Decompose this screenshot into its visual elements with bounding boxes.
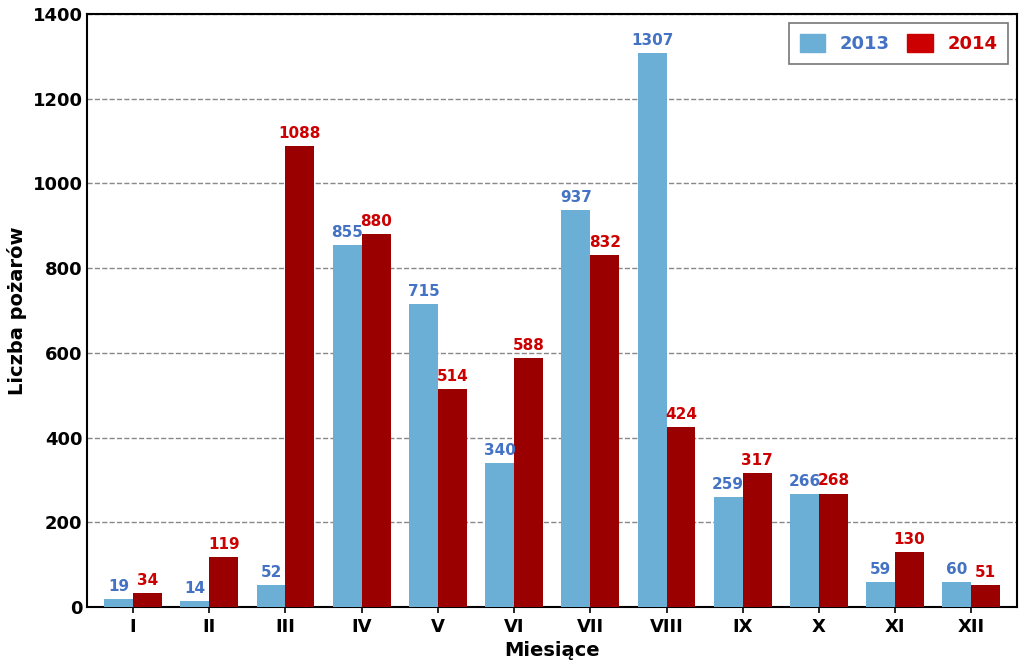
Text: 34: 34 bbox=[137, 572, 158, 588]
Bar bbox=[104, 599, 133, 607]
Text: 60: 60 bbox=[946, 562, 968, 576]
Text: 1088: 1088 bbox=[279, 126, 322, 141]
Bar bbox=[590, 255, 620, 607]
Bar bbox=[667, 428, 695, 607]
Bar bbox=[286, 146, 314, 607]
Bar bbox=[638, 53, 667, 607]
Bar bbox=[819, 494, 848, 607]
Bar bbox=[209, 557, 239, 607]
Text: 424: 424 bbox=[665, 408, 697, 422]
Bar bbox=[561, 210, 590, 607]
Bar bbox=[438, 390, 467, 607]
Text: 130: 130 bbox=[894, 532, 926, 547]
Text: 340: 340 bbox=[483, 443, 515, 458]
X-axis label: Miesiące: Miesiące bbox=[505, 641, 600, 660]
Text: 52: 52 bbox=[260, 565, 282, 580]
Text: 832: 832 bbox=[589, 235, 621, 249]
Text: 266: 266 bbox=[788, 474, 820, 490]
Bar bbox=[866, 582, 895, 607]
Bar bbox=[361, 234, 390, 607]
Bar bbox=[180, 601, 209, 607]
Text: 1307: 1307 bbox=[631, 33, 673, 48]
Text: 119: 119 bbox=[208, 536, 240, 552]
Text: 59: 59 bbox=[870, 562, 891, 577]
Text: 937: 937 bbox=[560, 190, 592, 205]
Bar bbox=[333, 245, 361, 607]
Y-axis label: Liczba pożarów: Liczba pożarów bbox=[7, 226, 27, 395]
Text: 514: 514 bbox=[436, 370, 468, 384]
Text: 259: 259 bbox=[713, 478, 744, 492]
Bar bbox=[514, 358, 543, 607]
Text: 19: 19 bbox=[109, 579, 129, 594]
Text: 14: 14 bbox=[184, 581, 206, 596]
Bar bbox=[942, 582, 972, 607]
Bar bbox=[257, 585, 286, 607]
Text: 51: 51 bbox=[975, 566, 996, 580]
Legend: 2013, 2014: 2013, 2014 bbox=[788, 23, 1008, 64]
Bar bbox=[714, 498, 742, 607]
Text: 715: 715 bbox=[408, 284, 439, 299]
Text: 317: 317 bbox=[741, 453, 773, 468]
Bar bbox=[972, 586, 1000, 607]
Bar bbox=[133, 593, 162, 607]
Text: 268: 268 bbox=[817, 474, 850, 488]
Bar bbox=[485, 463, 514, 607]
Bar bbox=[409, 304, 438, 607]
Bar bbox=[790, 494, 819, 607]
Bar bbox=[895, 552, 924, 607]
Text: 880: 880 bbox=[360, 214, 392, 229]
Bar bbox=[742, 473, 772, 607]
Text: 855: 855 bbox=[332, 225, 364, 239]
Text: 588: 588 bbox=[513, 338, 545, 353]
